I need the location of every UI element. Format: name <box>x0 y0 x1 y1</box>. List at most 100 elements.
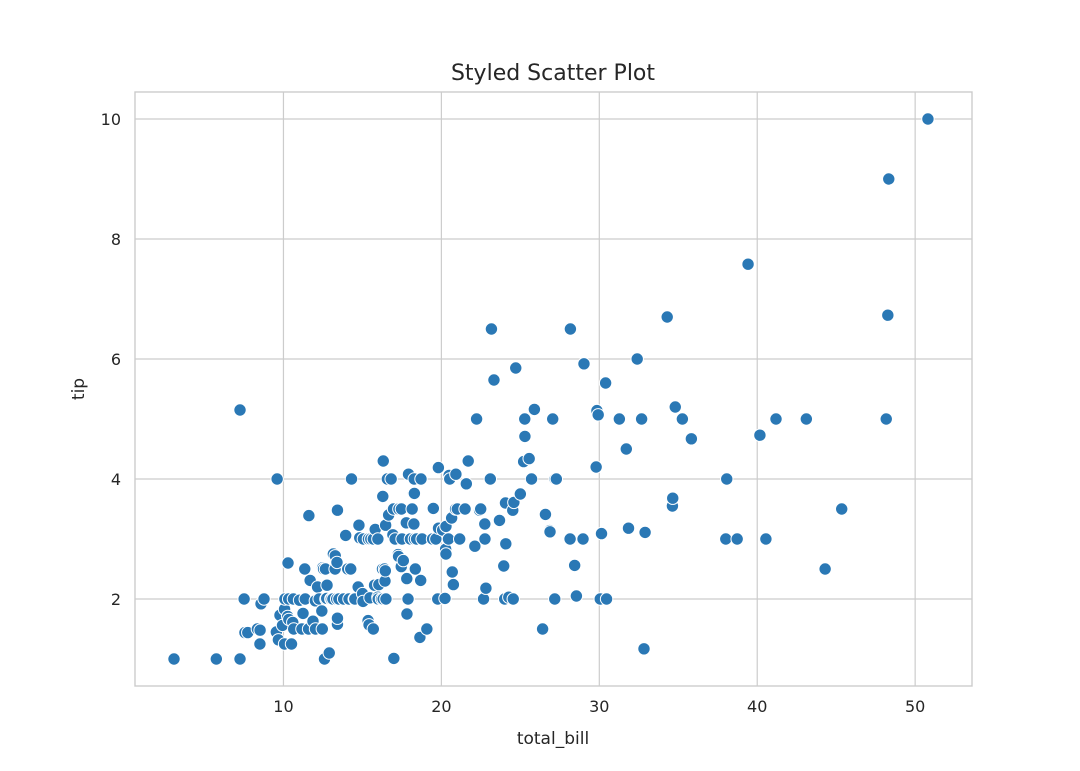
data-point <box>621 521 636 535</box>
data-point <box>344 562 358 576</box>
data-point <box>458 502 472 516</box>
data-point <box>468 539 482 553</box>
data-point <box>668 400 682 414</box>
y-tick-label: 2 <box>111 590 121 609</box>
data-point <box>408 562 423 576</box>
data-point <box>257 592 271 606</box>
data-point <box>413 573 428 588</box>
data-point <box>563 322 578 336</box>
data-point <box>233 403 247 417</box>
data-point <box>598 376 613 390</box>
data-point <box>492 513 507 528</box>
data-point <box>591 408 605 422</box>
data-point <box>270 472 284 486</box>
data-point <box>660 310 674 324</box>
y-tick-label: 8 <box>111 230 121 249</box>
data-point <box>476 592 491 606</box>
data-point <box>426 501 441 516</box>
data-point <box>567 558 582 573</box>
data-point <box>344 472 359 486</box>
data-point <box>921 112 935 126</box>
data-point <box>439 547 453 561</box>
data-point <box>441 532 456 546</box>
data-point <box>577 357 591 371</box>
data-points <box>167 112 935 666</box>
data-point <box>538 507 553 522</box>
data-point <box>446 577 461 592</box>
data-point <box>619 442 634 456</box>
data-point <box>799 412 814 426</box>
data-point <box>378 564 393 578</box>
data-point <box>438 591 452 606</box>
data-point <box>522 451 536 466</box>
y-axis-label: tip <box>69 378 89 400</box>
data-point <box>461 454 475 468</box>
data-point <box>315 622 329 636</box>
data-point <box>835 502 849 516</box>
data-point <box>563 532 577 546</box>
y-tick-label: 10 <box>101 110 121 129</box>
data-point <box>675 412 690 426</box>
data-point <box>535 622 550 636</box>
data-point <box>400 571 414 586</box>
data-point <box>371 532 385 546</box>
data-point <box>338 528 353 543</box>
data-point <box>879 412 893 426</box>
data-point <box>379 592 393 606</box>
data-point <box>666 491 680 505</box>
data-point <box>741 257 755 271</box>
data-point <box>387 651 401 666</box>
data-point <box>589 460 603 474</box>
data-point <box>452 532 467 546</box>
data-point <box>599 592 614 606</box>
data-point <box>818 562 832 576</box>
x-tick-label: 40 <box>747 697 767 716</box>
data-point <box>576 532 590 546</box>
data-point <box>459 477 474 491</box>
data-point <box>479 581 493 595</box>
data-point <box>296 606 310 621</box>
data-point <box>407 517 421 531</box>
data-point <box>524 472 539 486</box>
data-point <box>298 562 312 576</box>
data-point <box>237 592 251 606</box>
data-point <box>167 652 181 666</box>
data-point <box>759 532 773 546</box>
data-point <box>634 412 649 426</box>
data-point <box>478 517 492 531</box>
x-tick-label: 50 <box>905 697 925 716</box>
data-point <box>352 518 366 532</box>
data-point <box>483 472 498 486</box>
data-point <box>445 565 459 579</box>
data-point <box>401 592 415 606</box>
data-point <box>546 412 560 426</box>
data-point <box>630 352 644 366</box>
data-point <box>473 502 488 516</box>
y-tick-labels: 2 4 6 8 10 <box>101 110 121 609</box>
data-point <box>405 502 419 516</box>
chart-title: Styled Scatter Plot <box>451 61 655 86</box>
data-point <box>478 532 492 546</box>
data-point <box>506 592 520 606</box>
x-tick-label: 10 <box>273 697 293 716</box>
data-point <box>315 604 329 618</box>
data-point <box>330 611 345 625</box>
data-point <box>719 532 733 546</box>
data-point <box>487 373 501 387</box>
data-point <box>638 525 652 540</box>
data-point <box>548 592 562 606</box>
data-point <box>484 322 499 336</box>
data-point <box>753 428 767 442</box>
data-point <box>431 460 446 475</box>
data-point <box>594 526 609 541</box>
data-point <box>376 489 390 504</box>
data-point <box>684 432 699 446</box>
data-point <box>414 472 428 486</box>
data-point <box>569 589 584 603</box>
data-point <box>320 578 334 592</box>
data-point <box>881 308 895 322</box>
data-point <box>302 508 316 523</box>
data-point <box>376 454 390 468</box>
data-point <box>518 429 532 444</box>
data-point <box>384 472 398 486</box>
